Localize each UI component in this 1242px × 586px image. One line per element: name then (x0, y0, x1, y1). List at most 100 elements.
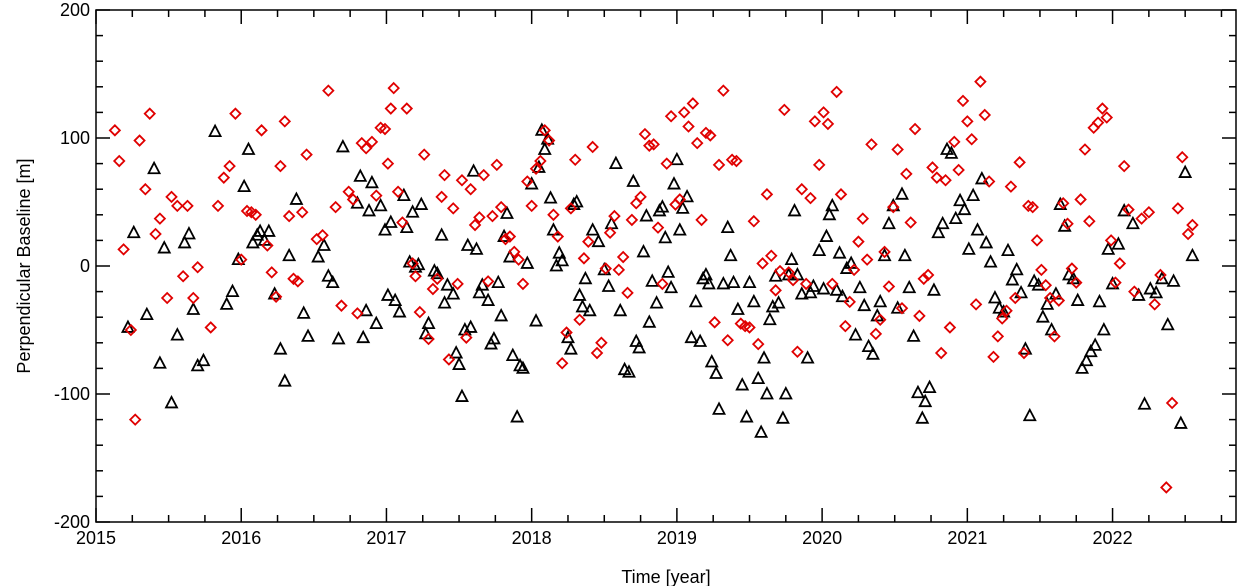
triangle-point (469, 241, 484, 255)
x-tick-label: 2016 (221, 528, 261, 548)
diamond-point (384, 102, 398, 115)
triangle-point (881, 215, 896, 230)
diamond-point (708, 316, 721, 329)
diamond-point (991, 330, 1005, 343)
diamond-point (1117, 159, 1131, 173)
triangle-point (979, 235, 994, 249)
triangle-point (765, 299, 780, 313)
plot-frame (95, 9, 1237, 523)
triangle-point (282, 247, 297, 262)
triangle-point (231, 251, 246, 266)
diamond-point (542, 134, 556, 147)
diamond-point (717, 84, 730, 97)
triangle-point (806, 278, 821, 292)
diamond-point (494, 200, 508, 214)
triangle-point (392, 304, 407, 318)
diamond-point (516, 277, 530, 291)
diamond-point (812, 158, 826, 172)
triangle-point (245, 235, 260, 249)
diamond-point (1122, 203, 1135, 216)
diamond-point (359, 141, 373, 155)
triangle-point (751, 370, 766, 385)
diamond-point (952, 163, 965, 177)
triangle-point (225, 283, 240, 298)
triangle-point (1143, 281, 1158, 295)
diamond-point (124, 323, 138, 337)
diamond-point (939, 173, 952, 187)
diamond-point (160, 291, 174, 305)
y-tick-label: 0 (80, 256, 90, 276)
triangle-point (926, 282, 941, 296)
diamond-point (974, 75, 987, 88)
triangle-point (704, 354, 719, 368)
diamond-point (965, 133, 978, 146)
diamond-point (786, 273, 800, 287)
triangle-point (709, 365, 724, 379)
triangle-point (716, 275, 731, 290)
triangle-point (364, 174, 379, 189)
triangle-point (491, 274, 506, 289)
triangle-point (353, 168, 368, 182)
diamond-point (1186, 218, 1199, 232)
diamond-point (265, 266, 278, 279)
diamond-point (821, 117, 835, 131)
triangle-point (388, 292, 403, 306)
triangle-point (632, 339, 647, 354)
triangle-point (639, 208, 654, 222)
diamond-point (149, 227, 162, 241)
triangle-point (430, 265, 445, 280)
diamond-point (387, 81, 400, 95)
triangle-point (1178, 164, 1193, 178)
diamond-point (1091, 116, 1105, 129)
diamond-point (322, 84, 335, 97)
diamond-point (521, 175, 534, 188)
diamond-point (638, 127, 652, 141)
y-tick-label: -100 (54, 384, 90, 404)
diamond-point (346, 193, 360, 206)
triangle-point (273, 341, 288, 355)
triangle-point (822, 206, 837, 221)
triangle-point (177, 235, 192, 249)
diamond-point (1113, 257, 1127, 270)
diamond-point (1160, 481, 1173, 494)
triangle-point (800, 350, 815, 364)
diamond-point (712, 158, 726, 172)
diamond-point (830, 85, 843, 99)
triangle-point (970, 222, 985, 236)
diamond-point (417, 148, 431, 161)
diamond-point (1069, 276, 1083, 289)
triangle-point (701, 275, 716, 290)
triangle-point (449, 345, 464, 359)
diamond-point (229, 107, 242, 120)
triangle-point (658, 229, 673, 244)
triangle-point (437, 295, 452, 309)
triangle-point (672, 222, 687, 236)
diamond-point (568, 153, 582, 167)
diamond-point (930, 171, 944, 184)
triangle-point (613, 302, 628, 317)
triangle-point (787, 203, 802, 217)
triangle-point (440, 277, 455, 291)
diamond-point (577, 252, 591, 265)
diamond-point (686, 97, 700, 110)
diamond-point (269, 290, 283, 303)
triangle-point (139, 306, 154, 321)
diamond-point (1165, 396, 1179, 410)
triangle-point (369, 315, 384, 330)
triangle-point (664, 279, 679, 294)
diamond-point (773, 264, 787, 278)
triangle-point (454, 388, 469, 402)
diamond-point (817, 106, 830, 119)
diamond-point (677, 106, 691, 119)
triangle-point (331, 331, 346, 345)
diamond-point (1148, 298, 1161, 311)
diamond-point (499, 232, 512, 246)
triangle-point (1092, 293, 1107, 308)
triangle-point (411, 256, 426, 271)
x-tick-label: 2021 (947, 528, 987, 548)
diamond-point (234, 253, 248, 266)
triangle-point (1149, 284, 1164, 299)
x-tick-label: 2018 (512, 528, 552, 548)
triangle-point (434, 227, 449, 241)
diamond-point (503, 230, 517, 243)
